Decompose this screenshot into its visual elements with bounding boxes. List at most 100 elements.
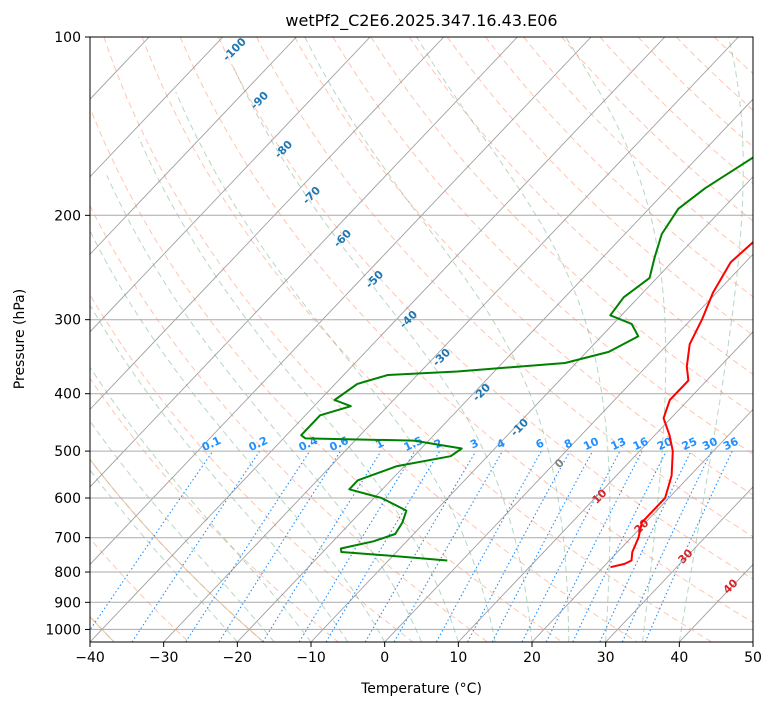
moist-adiabat bbox=[90, 420, 275, 642]
isotherm-label: 40 bbox=[721, 576, 741, 596]
x-tick-label: 40 bbox=[670, 650, 688, 666]
mixing-ratio-line bbox=[467, 450, 571, 642]
isotherm bbox=[90, 37, 371, 333]
mixing-ratio-line bbox=[491, 450, 594, 642]
mixing-ratio-label: 4 bbox=[495, 436, 508, 451]
isotherm bbox=[90, 37, 224, 178]
moist-adiabat bbox=[90, 304, 349, 642]
mixing-ratio-label: 3 bbox=[468, 436, 480, 451]
x-tick-label: 30 bbox=[597, 650, 615, 666]
x-tick-label: 0 bbox=[380, 650, 389, 666]
moist-adiabat bbox=[106, 175, 422, 642]
mixing-ratio-label: 10 bbox=[581, 435, 601, 453]
mixing-ratio-label: 13 bbox=[609, 435, 628, 453]
mixing-ratio-label: 30 bbox=[700, 435, 720, 453]
mixing-ratio-line bbox=[131, 450, 261, 642]
isotherm bbox=[310, 176, 753, 642]
moist-adiabat bbox=[678, 37, 744, 642]
mixing-ratio-line bbox=[644, 450, 733, 642]
y-tick-label: 700 bbox=[54, 531, 81, 547]
dry-adiabat bbox=[103, 37, 638, 642]
mixing-ratio-line bbox=[325, 450, 441, 642]
mixing-ratio-line bbox=[621, 450, 712, 642]
dry-adiabat bbox=[599, 37, 753, 185]
x-tick-label: 50 bbox=[744, 650, 762, 666]
dry-adiabat bbox=[141, 37, 712, 642]
dry-adiabat bbox=[90, 537, 190, 642]
isotherm-label: -40 bbox=[397, 308, 420, 331]
x-axis-title: Temperature (°C) bbox=[360, 681, 482, 697]
dry-adiabat bbox=[408, 37, 753, 375]
mixing-ratio-line bbox=[298, 450, 416, 642]
isotherm-label: 10 bbox=[590, 486, 610, 506]
dry-adiabat bbox=[90, 204, 488, 642]
dry-adiabat bbox=[714, 37, 753, 75]
isotherm bbox=[605, 486, 753, 642]
chart-title: wetPf2_C2E6.2025.347.16.43.E06 bbox=[285, 11, 557, 31]
dry-adiabat bbox=[485, 37, 753, 298]
x-tick-label: 20 bbox=[523, 650, 541, 666]
temperature-line bbox=[610, 240, 753, 569]
dry-adiabat bbox=[90, 377, 339, 642]
dry-adiabat bbox=[561, 37, 753, 222]
moist-adiabat bbox=[416, 37, 611, 642]
x-tick-label: 10 bbox=[449, 650, 467, 666]
mixing-ratio-line bbox=[572, 450, 667, 642]
dry-adiabat bbox=[752, 37, 753, 39]
isotherm-label: -100 bbox=[220, 35, 249, 64]
mixing-ratio-line bbox=[218, 450, 341, 642]
isotherm-label: -80 bbox=[272, 138, 295, 161]
y-tick-label: 300 bbox=[54, 313, 81, 329]
mixing-ratio-line bbox=[599, 450, 692, 642]
dry-adiabat bbox=[294, 37, 753, 496]
dry-adiabat bbox=[90, 458, 264, 642]
isotherm bbox=[678, 563, 753, 642]
mixing-ratio-label: 25 bbox=[680, 435, 699, 453]
dry-adiabat bbox=[637, 37, 753, 148]
mixing-ratio-line bbox=[364, 450, 477, 642]
isotherm-label: -20 bbox=[470, 381, 493, 404]
y-tick-label: 200 bbox=[54, 208, 81, 224]
mixing-ratio-line bbox=[262, 450, 382, 642]
dry-adiabat bbox=[256, 37, 753, 538]
plot-frame bbox=[89, 36, 754, 643]
mixing-ratio-label: 16 bbox=[631, 435, 651, 453]
moist-adiabat bbox=[565, 37, 667, 642]
moist-adiabat bbox=[304, 37, 570, 642]
x-tick-label: −20 bbox=[223, 650, 253, 666]
x-tick-label: −30 bbox=[149, 650, 179, 666]
y-tick-label: 900 bbox=[54, 595, 81, 611]
y-tick-label: 500 bbox=[54, 444, 81, 460]
isotherm bbox=[90, 37, 592, 566]
isotherm bbox=[457, 331, 753, 642]
dry-adiabat bbox=[446, 37, 753, 336]
y-tick-label: 1000 bbox=[45, 622, 81, 638]
y-tick-label: 100 bbox=[54, 30, 81, 46]
isotherm bbox=[384, 253, 753, 642]
mixing-ratio-label: 36 bbox=[721, 435, 741, 453]
y-tick-label: 600 bbox=[54, 491, 81, 507]
dry-adiabat bbox=[179, 37, 753, 623]
isotherm bbox=[163, 37, 739, 642]
reference-arc bbox=[90, 458, 264, 642]
mixing-ratio-line bbox=[90, 450, 214, 631]
isotherm-label: -30 bbox=[430, 346, 453, 369]
moist-adiabat bbox=[90, 366, 312, 642]
isotherm bbox=[90, 37, 445, 411]
dry-adiabat bbox=[523, 37, 753, 260]
x-tick-label: −40 bbox=[75, 650, 105, 666]
dewpoint-line bbox=[300, 156, 753, 562]
isotherm bbox=[90, 37, 297, 255]
dry-adiabat bbox=[90, 293, 414, 642]
dry-adiabat bbox=[217, 37, 753, 580]
mixing-ratio-line bbox=[185, 450, 311, 642]
moist-adiabat bbox=[232, 65, 533, 642]
moist-adiabat bbox=[90, 469, 238, 642]
moist-adiabat bbox=[90, 229, 386, 642]
isotherm-label: -70 bbox=[300, 184, 323, 207]
y-tick-label: 800 bbox=[54, 565, 81, 581]
dry-adiabat bbox=[90, 106, 563, 642]
isotherm bbox=[531, 408, 753, 642]
mixing-ratio-label: 6 bbox=[534, 436, 547, 451]
